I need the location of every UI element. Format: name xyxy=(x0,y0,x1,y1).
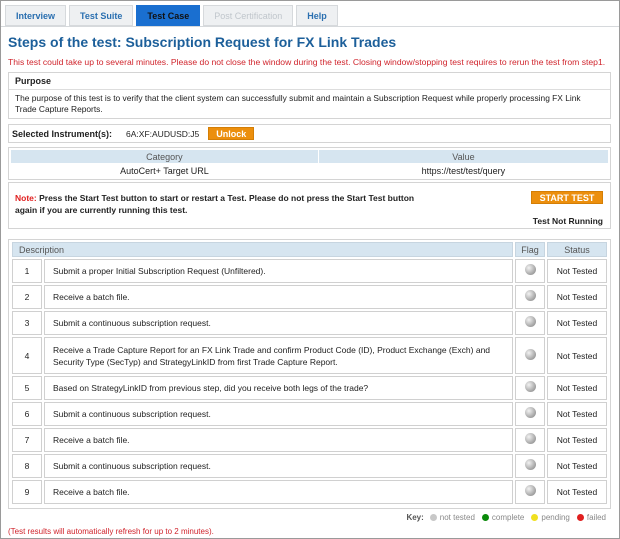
flag-cell xyxy=(515,428,545,452)
tab-divider xyxy=(1,26,619,27)
legend-item-label: complete xyxy=(491,513,525,522)
step-status: Not Tested xyxy=(547,428,607,452)
status-flag-icon xyxy=(524,348,536,360)
steps-table: Description Flag Status 1 Submit a prope… xyxy=(10,240,609,506)
step-status: Not Tested xyxy=(547,402,607,426)
value-cell: https://test/test/query xyxy=(421,165,506,176)
tab-help[interactable]: Help xyxy=(296,5,338,26)
step-number: 7 xyxy=(12,428,42,452)
step-status: Not Tested xyxy=(547,454,607,478)
status-flag-icon xyxy=(524,316,536,327)
step-status: Not Tested xyxy=(547,259,607,283)
step-number: 6 xyxy=(12,402,42,426)
tab-bar: Interview Test Suite Test Case Post Cert… xyxy=(5,5,338,26)
status-flag-icon xyxy=(524,485,536,496)
instrument-box: Selected Instrument(s): 6A:XF:AUDUSD:J5 … xyxy=(8,124,611,143)
step-description: Based on StrategyLinkID from previous st… xyxy=(44,376,513,400)
step-description: Receive a Trade Capture Report for an FX… xyxy=(44,337,513,374)
status-flag-icon xyxy=(524,290,536,301)
flag-header: Flag xyxy=(515,242,545,257)
note-text: Note: Press the Start Test button to sta… xyxy=(15,192,435,216)
purpose-box: Purpose The purpose of this test is to v… xyxy=(8,72,611,119)
table-row: 3 Submit a continuous subscription reque… xyxy=(12,311,607,335)
legend-item-label: failed xyxy=(586,513,606,522)
step-number: 2 xyxy=(12,285,42,309)
page-title: Steps of the test: Subscription Request … xyxy=(8,34,397,50)
step-status: Not Tested xyxy=(547,285,607,309)
legend-dot-icon xyxy=(576,514,584,521)
step-description: Receive a batch file. xyxy=(44,480,513,504)
step-number: 5 xyxy=(12,376,42,400)
step-description: Receive a batch file. xyxy=(44,428,513,452)
tab-post-certification: Post Certification xyxy=(203,5,294,26)
table-row: 8 Submit a continuous subscription reque… xyxy=(12,454,607,478)
unlock-button[interactable]: Unlock xyxy=(208,127,255,140)
tab-test-case[interactable]: Test Case xyxy=(136,5,201,26)
status-flag-icon xyxy=(524,381,536,392)
flag-cell xyxy=(515,480,545,504)
status-flag-icon xyxy=(524,433,536,444)
flag-cell xyxy=(515,311,545,335)
status-flag-icon xyxy=(524,264,536,275)
step-number: 1 xyxy=(12,259,42,283)
legend: Key: not tested complete pending failed xyxy=(406,513,610,522)
category-cell: AutoCert+ Target URL xyxy=(120,165,209,176)
config-row: AutoCert+ Target URL https://test/test/qu… xyxy=(11,164,609,178)
warning-text: This test could take up to several minut… xyxy=(8,57,606,67)
run-status: Test Not Running xyxy=(532,216,603,226)
table-row: 2 Receive a batch file. Not Tested xyxy=(12,285,607,309)
tab-interview[interactable]: Interview xyxy=(5,5,67,26)
flag-cell xyxy=(515,454,545,478)
legend-item-label: pending xyxy=(541,513,570,522)
status-flag-icon xyxy=(524,407,536,418)
status-flag-icon xyxy=(524,459,536,470)
table-row: 7 Receive a batch file. Not Tested xyxy=(12,428,607,452)
step-description: Submit a continuous subscription request… xyxy=(44,311,513,335)
note-body: Press the Start Test button to start or … xyxy=(15,193,415,215)
step-description: Submit a proper Initial Subscription Req… xyxy=(44,259,513,283)
step-status: Not Tested xyxy=(547,376,607,400)
flag-cell xyxy=(515,259,545,283)
start-test-button[interactable]: START TEST xyxy=(531,191,603,204)
step-description: Submit a continuous subscription request… xyxy=(44,402,513,426)
step-status: Not Tested xyxy=(547,337,607,374)
flag-cell xyxy=(515,402,545,426)
table-row: 5 Based on StrategyLinkID from previous … xyxy=(12,376,607,400)
flag-cell xyxy=(515,337,545,374)
step-number: 9 xyxy=(12,480,42,504)
table-row: 6 Submit a continuous subscription reque… xyxy=(12,402,607,426)
config-table: Category Value AutoCert+ Target URL https:… xyxy=(8,147,611,180)
step-number: 4 xyxy=(12,337,42,374)
step-description: Receive a batch file. xyxy=(44,285,513,309)
description-header: Description xyxy=(12,242,513,257)
note-prefix: Note: xyxy=(15,193,37,203)
category-header: Category xyxy=(10,149,319,164)
purpose-heading: Purpose xyxy=(9,73,610,90)
table-row: 4 Receive a Trade Capture Report for an … xyxy=(12,337,607,374)
legend-dot-icon xyxy=(531,514,539,521)
status-header: Status xyxy=(547,242,607,257)
purpose-text: The purpose of this test is to verify th… xyxy=(15,93,581,114)
legend-dot-icon xyxy=(429,514,437,521)
step-number: 8 xyxy=(12,454,42,478)
table-row: 1 Submit a proper Initial Subscription R… xyxy=(12,259,607,283)
flag-cell xyxy=(515,376,545,400)
note-box: Note: Press the Start Test button to sta… xyxy=(8,182,611,229)
steps-box: Description Flag Status 1 Submit a prope… xyxy=(8,239,611,509)
instrument-label: Selected Instrument(s): xyxy=(12,128,113,139)
legend-dot-icon xyxy=(481,514,489,521)
legend-label: Key: xyxy=(406,513,424,522)
instrument-value: 6A:XF:AUDUSD:J5 xyxy=(126,128,200,139)
legend-item-label: not tested xyxy=(439,513,475,522)
tab-test-suite[interactable]: Test Suite xyxy=(69,5,134,26)
value-header: Value xyxy=(317,149,610,164)
refresh-note: (Test results will automatically refresh… xyxy=(8,527,214,536)
table-row: 9 Receive a batch file. Not Tested xyxy=(12,480,607,504)
step-status: Not Tested xyxy=(547,480,607,504)
step-status: Not Tested xyxy=(547,311,607,335)
step-description: Submit a continuous subscription request… xyxy=(44,454,513,478)
flag-cell xyxy=(515,285,545,309)
step-number: 3 xyxy=(12,311,42,335)
